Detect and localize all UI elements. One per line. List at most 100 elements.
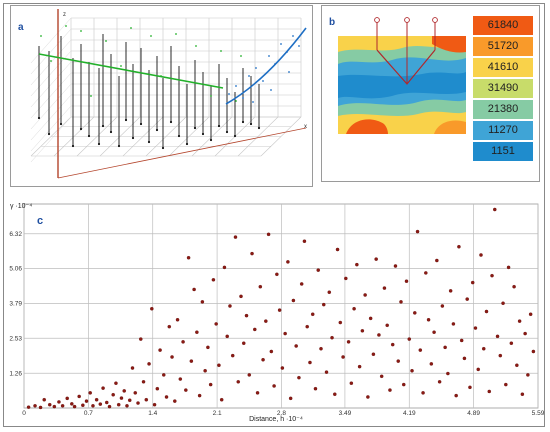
data-point <box>26 405 31 409</box>
data-point <box>302 239 307 243</box>
data-point <box>424 271 428 275</box>
data-point <box>101 386 105 390</box>
well-marker <box>155 128 159 132</box>
data-point <box>91 404 95 408</box>
side-grid-line <box>30 28 72 75</box>
data-point <box>139 337 143 341</box>
data-point <box>133 391 138 395</box>
x-tick-label: 3.49 <box>339 410 352 417</box>
data-point <box>335 247 340 252</box>
data-point <box>357 364 362 369</box>
data-point <box>393 264 398 268</box>
well-marker <box>147 140 151 144</box>
data-point <box>504 382 508 387</box>
x-axis <box>57 127 307 179</box>
data-point <box>286 260 290 264</box>
data-point <box>355 262 359 267</box>
panel-a-canvas: zx <box>30 9 307 179</box>
contour-band <box>338 72 466 99</box>
well-marker <box>124 118 128 122</box>
data-point <box>333 392 337 396</box>
data-point <box>468 385 472 390</box>
well-head <box>432 17 438 23</box>
panel-a-label: a <box>18 22 24 33</box>
x-tick-label: 4.19 <box>403 410 416 417</box>
green-point <box>220 50 222 52</box>
panel-c-label: c <box>37 215 43 227</box>
well-marker <box>59 122 63 126</box>
data-point <box>186 256 191 260</box>
data-point <box>523 331 527 336</box>
data-point <box>283 331 287 336</box>
data-point <box>437 380 442 384</box>
green-point <box>120 65 122 67</box>
data-point <box>178 377 183 381</box>
well-marker <box>201 132 205 136</box>
data-point <box>526 373 530 377</box>
data-point <box>217 363 221 368</box>
blue-point <box>298 45 300 47</box>
data-point <box>175 318 180 322</box>
side-grid-line <box>30 105 72 152</box>
side-grid-line <box>30 50 72 97</box>
well-marker <box>139 122 143 126</box>
data-point <box>155 386 160 391</box>
data-point <box>105 400 109 405</box>
data-point <box>324 370 329 374</box>
blue-point <box>292 35 294 37</box>
well-marker <box>79 127 83 131</box>
well-marker <box>193 126 197 130</box>
contour-band <box>432 36 466 53</box>
data-point <box>192 287 196 292</box>
data-point <box>255 391 260 395</box>
x-tick-label: 2.8 <box>277 410 286 417</box>
green-trend-curve <box>38 53 224 89</box>
data-point <box>346 340 351 344</box>
well-marker <box>209 138 213 142</box>
data-point <box>473 326 478 330</box>
data-point <box>233 235 238 239</box>
side-grid-line <box>30 83 72 130</box>
data-point <box>247 373 252 377</box>
x-tick-label: 0 <box>22 410 26 417</box>
data-point <box>197 393 202 398</box>
blue-trend-curve <box>225 27 307 105</box>
well-marker <box>169 120 173 124</box>
data-point <box>402 382 406 387</box>
data-point <box>181 340 185 344</box>
x-axis-label: x <box>304 124 307 130</box>
data-point <box>261 358 265 362</box>
data-point <box>119 396 124 400</box>
y-tick-label: 2.53 <box>9 335 22 342</box>
data-point <box>451 322 456 326</box>
data-point <box>77 394 81 399</box>
green-point <box>50 60 52 62</box>
green-point <box>65 25 67 27</box>
data-point <box>382 286 387 290</box>
data-point <box>479 253 483 257</box>
data-point <box>490 273 494 278</box>
data-point <box>122 389 126 393</box>
data-point <box>211 278 216 282</box>
data-point <box>230 353 235 358</box>
green-point <box>175 33 177 35</box>
legend-entry: 51720 <box>473 37 533 56</box>
legend-entry: 11270 <box>473 121 533 140</box>
green-point <box>40 35 42 37</box>
data-point <box>158 348 162 352</box>
well-marker <box>161 146 165 150</box>
data-point <box>498 353 503 358</box>
data-point <box>107 404 112 409</box>
data-point <box>162 373 166 377</box>
well-marker <box>87 134 91 138</box>
data-point <box>435 258 439 263</box>
x-axis-label: Distance, h ·10⁻⁴ <box>249 416 303 423</box>
data-point <box>377 333 381 337</box>
data-point <box>459 338 464 343</box>
data-point <box>116 402 121 407</box>
data-point <box>316 268 320 272</box>
data-point <box>60 404 65 408</box>
data-point <box>352 307 356 311</box>
blue-point <box>268 55 270 57</box>
